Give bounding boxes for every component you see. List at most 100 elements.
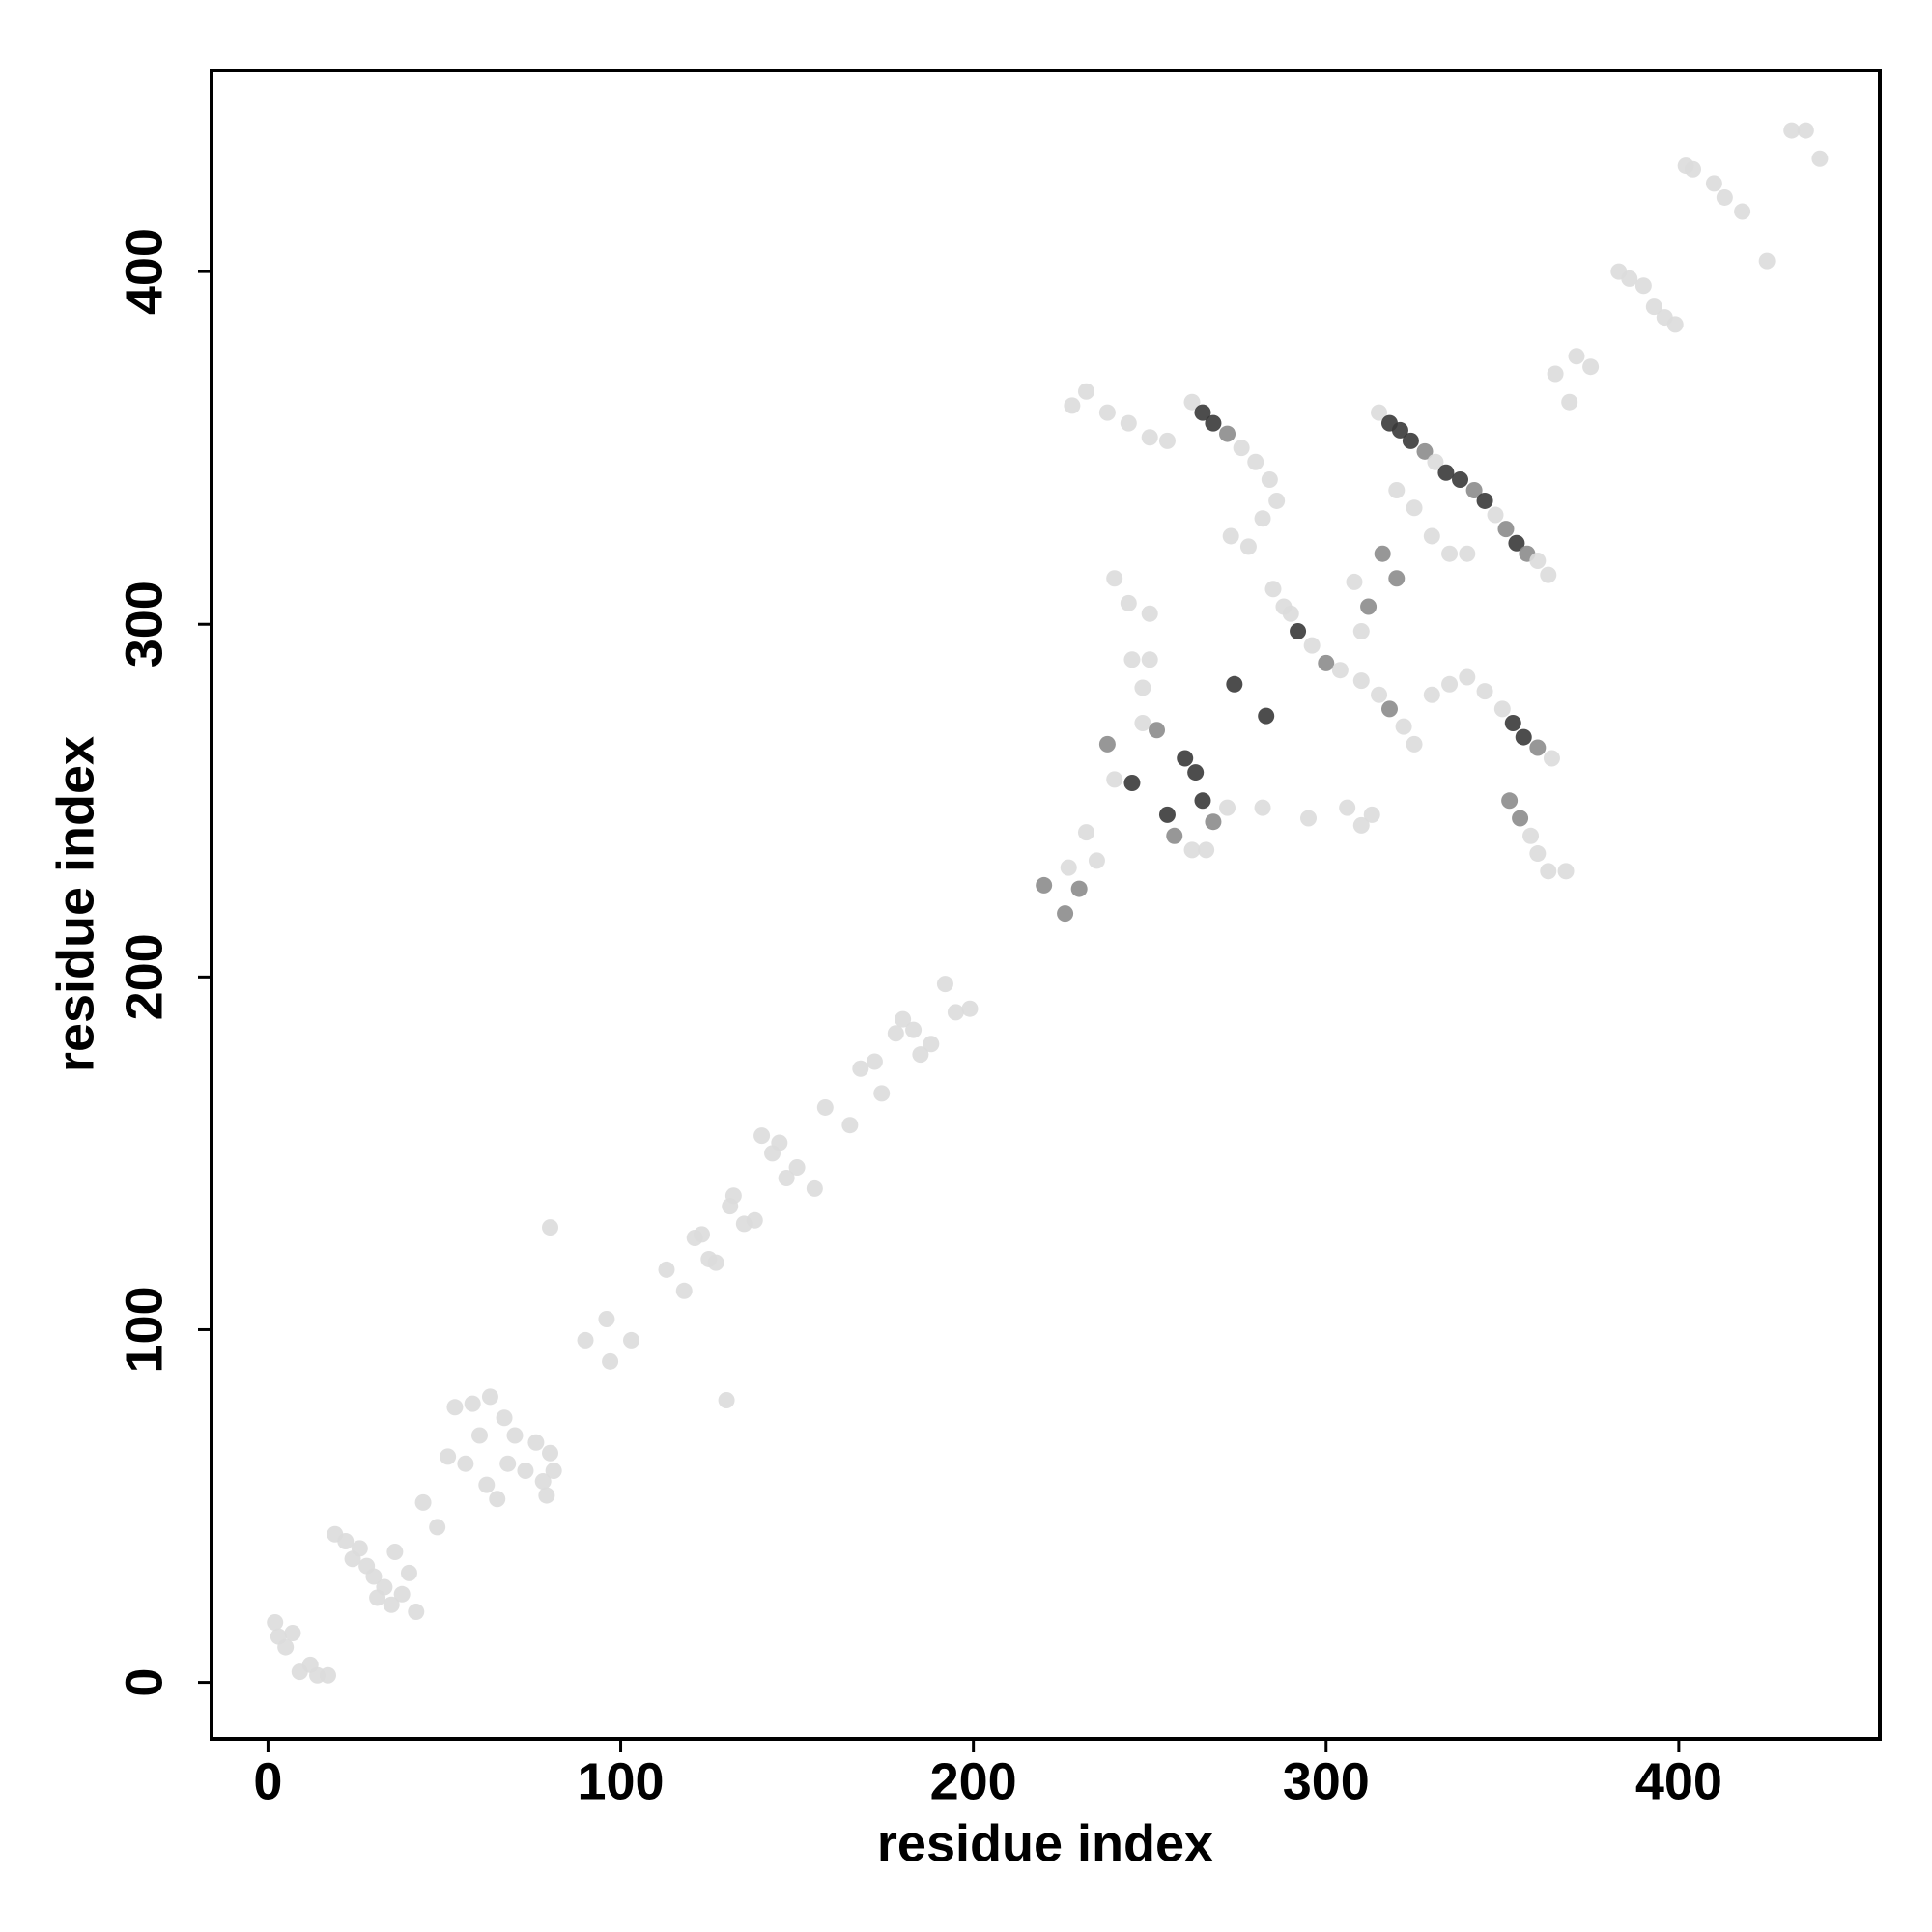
point <box>1441 545 1459 562</box>
point <box>414 1493 432 1511</box>
point <box>1352 623 1370 640</box>
point <box>1459 545 1476 562</box>
point <box>1036 876 1053 894</box>
point <box>1106 570 1123 587</box>
point <box>1339 799 1356 816</box>
point <box>1303 637 1321 654</box>
point <box>1205 813 1222 831</box>
point <box>1459 668 1476 686</box>
point <box>1360 598 1378 615</box>
point <box>1247 453 1264 470</box>
point <box>1684 160 1701 178</box>
point <box>778 1169 795 1186</box>
x-tick-label: 200 <box>930 1752 1017 1810</box>
point <box>1504 714 1521 731</box>
point <box>1318 654 1335 671</box>
point <box>1098 404 1116 421</box>
point <box>1254 510 1271 527</box>
point <box>506 1427 524 1444</box>
point <box>1406 499 1423 517</box>
point <box>1512 810 1529 827</box>
point <box>365 1568 383 1585</box>
point <box>1797 122 1814 139</box>
point <box>534 1472 552 1490</box>
y-tick-label: 300 <box>115 581 173 668</box>
point <box>852 1060 869 1077</box>
point <box>1120 414 1137 432</box>
point <box>1371 686 1388 703</box>
point <box>1363 806 1380 823</box>
x-axis-title: residue index <box>877 1814 1213 1872</box>
point <box>1120 594 1137 611</box>
point <box>1088 852 1105 869</box>
point <box>499 1455 517 1472</box>
point <box>1783 122 1801 139</box>
point <box>1645 298 1662 316</box>
point <box>1388 570 1406 587</box>
x-tick-label: 400 <box>1635 1752 1722 1810</box>
x-tick-label: 0 <box>253 1752 282 1810</box>
point <box>429 1519 446 1536</box>
y-tick-label: 100 <box>115 1286 173 1373</box>
point <box>1205 414 1222 432</box>
point <box>440 1448 457 1465</box>
point <box>1222 527 1239 545</box>
point <box>1123 775 1141 792</box>
point <box>602 1352 619 1370</box>
plot-frame <box>210 69 1882 1741</box>
point <box>408 1604 425 1621</box>
point <box>753 1127 771 1145</box>
point <box>1371 404 1388 421</box>
point <box>393 1585 411 1603</box>
point <box>1395 718 1412 735</box>
point <box>1233 440 1250 457</box>
point <box>538 1487 555 1504</box>
point <box>337 1533 355 1550</box>
point <box>947 1004 964 1021</box>
y-tick-label: 400 <box>115 228 173 315</box>
point <box>1352 672 1370 690</box>
point <box>1352 816 1370 834</box>
point <box>386 1543 404 1560</box>
point <box>1476 492 1493 509</box>
point <box>718 1391 735 1408</box>
point <box>1331 662 1349 679</box>
point <box>1522 827 1540 844</box>
point <box>816 1098 834 1116</box>
point <box>1106 771 1123 788</box>
point <box>1465 481 1483 498</box>
point <box>1219 425 1236 442</box>
point <box>1057 905 1074 923</box>
point <box>1568 348 1585 365</box>
y-tick-label: 200 <box>115 933 173 1020</box>
point <box>1374 545 1391 562</box>
point <box>1077 824 1094 841</box>
point <box>866 1053 883 1070</box>
point <box>470 1427 488 1444</box>
point <box>351 1540 368 1557</box>
point <box>1070 880 1088 897</box>
point <box>1158 432 1176 449</box>
point <box>1254 799 1271 816</box>
point <box>1634 277 1652 295</box>
point <box>1158 806 1176 823</box>
point <box>1716 188 1733 206</box>
point <box>1141 429 1158 446</box>
point <box>1515 728 1532 746</box>
point <box>1183 393 1201 411</box>
point <box>400 1564 417 1581</box>
point <box>383 1596 400 1613</box>
point <box>1194 404 1211 421</box>
point <box>598 1311 615 1328</box>
point <box>1441 675 1459 693</box>
point <box>284 1624 301 1641</box>
point <box>1226 675 1243 693</box>
point <box>841 1117 859 1134</box>
point <box>1177 750 1194 767</box>
point <box>806 1179 823 1197</box>
point <box>1529 553 1547 570</box>
point <box>481 1388 498 1406</box>
point <box>1183 841 1201 859</box>
point <box>1557 863 1575 880</box>
point <box>1540 863 1557 880</box>
